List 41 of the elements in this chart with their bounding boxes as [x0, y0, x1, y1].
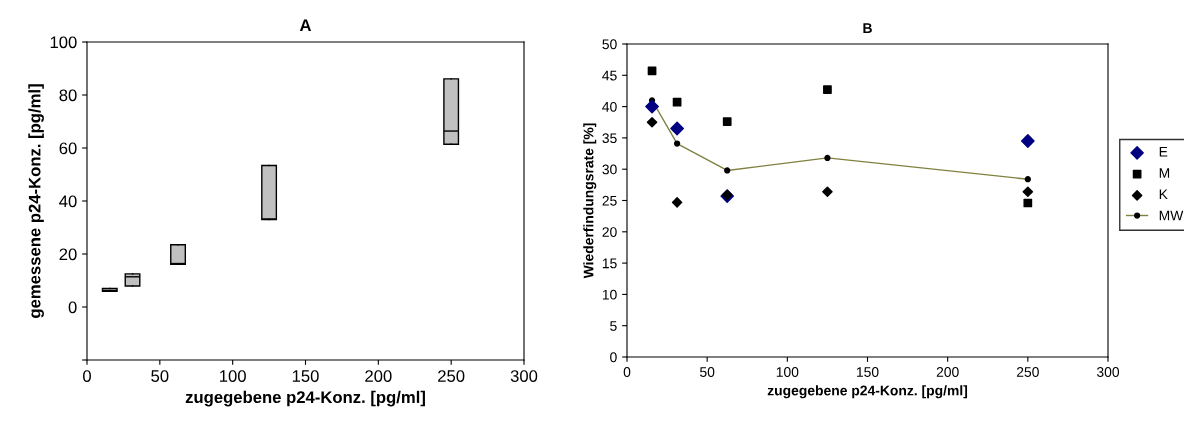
x-tick-label: 250: [1016, 367, 1039, 377]
y-tick-label: 50: [602, 39, 617, 50]
y-tick-label: 80: [59, 89, 77, 102]
y-tick-label: 40: [59, 195, 77, 208]
x-tick-label: 0: [623, 367, 631, 377]
y-tick-label: 100: [50, 36, 77, 49]
x-tick-label: 300: [510, 370, 538, 382]
y-tick-label: 25: [602, 195, 617, 206]
x-tick-label: 150: [292, 370, 319, 382]
y-tick-label: 30: [602, 164, 617, 175]
x-tick-label: 100: [776, 367, 799, 377]
legend-label: MW: [1159, 210, 1184, 221]
y-tick-label: 0: [610, 352, 617, 363]
x-axis-title: zugegebene p24-Konz. [pg/ml]: [185, 390, 425, 407]
x-tick-label: 0: [83, 370, 91, 382]
y-tick-label: 60: [59, 142, 77, 155]
y-tick-label: 20: [602, 227, 617, 237]
x-tick-label: 50: [700, 367, 715, 377]
y-tick-label: 15: [602, 258, 617, 269]
y-tick-label: 10: [602, 289, 617, 300]
x-axis-title: zugegebene p24-Konz. [pg/ml]: [767, 385, 968, 399]
y-tick-label: 35: [602, 133, 617, 144]
x-tick-label: 200: [365, 370, 392, 382]
legend-label: K: [1159, 189, 1168, 200]
x-tick-label: 100: [220, 370, 246, 382]
legend-label: E: [1159, 146, 1168, 157]
y-axis-title: gemessene p24-Konz. [pg/ml]: [28, 84, 44, 318]
chart-title: B: [863, 23, 872, 33]
x-tick-label: 200: [936, 367, 959, 377]
y-axis-title: Wiederfindungsrate [%]: [583, 123, 597, 279]
x-tick-label: 50: [151, 370, 169, 382]
legend-label: M: [1159, 168, 1170, 178]
y-tick-label: 40: [602, 101, 617, 112]
chart-title: A: [299, 19, 312, 31]
x-tick-label: 150: [856, 367, 879, 377]
y-tick-label: 0: [68, 301, 77, 314]
x-tick-label: 300: [1096, 367, 1120, 377]
y-tick-label: 20: [59, 248, 77, 261]
y-tick-label: 5: [610, 321, 617, 331]
x-tick-label: 250: [438, 370, 465, 382]
y-tick-label: 45: [602, 70, 617, 81]
